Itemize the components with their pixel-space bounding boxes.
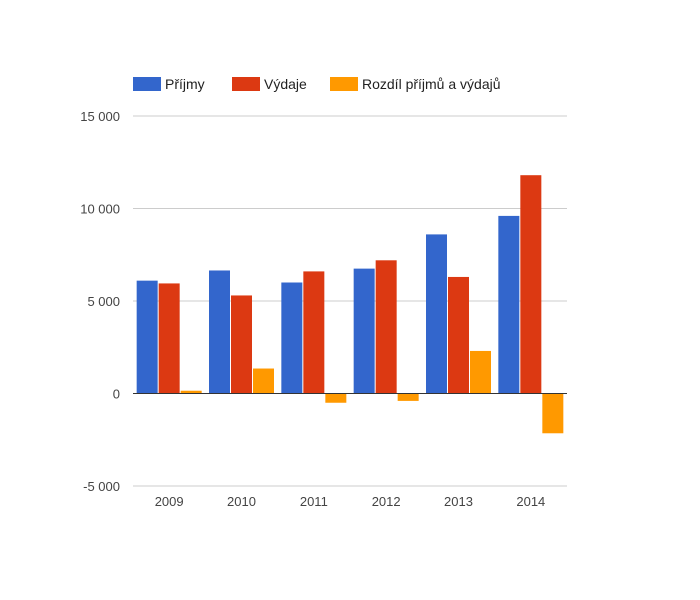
bar-v-daje-2014: [520, 175, 542, 394]
bar-rozd-l-p-jm-a-v-daj--2013: [470, 350, 491, 394]
y-tick-label: 5 000: [87, 294, 120, 309]
legend-label: Příjmy: [165, 76, 205, 92]
x-tick-label: 2011: [300, 494, 328, 509]
legend: Příjmy Výdaje Rozdíl příjmů a výdajů: [133, 76, 501, 92]
x-tick-label: 2009: [155, 494, 184, 509]
bar-v-daje-2012: [375, 260, 397, 394]
bar-p-jmy-2013: [426, 234, 447, 394]
gridlines: [133, 115, 567, 487]
y-tick-label: -5 000: [83, 479, 120, 494]
bar-v-daje-2013: [448, 276, 469, 394]
bar-rozd-l-p-jm-a-v-daj--2010: [253, 368, 274, 394]
legend-swatch: [133, 77, 161, 91]
legend-item: Rozdíl příjmů a výdajů: [330, 76, 501, 92]
legend-label: Rozdíl příjmů a výdajů: [362, 76, 501, 92]
bar-rozd-l-p-jm-a-v-daj--2014: [542, 393, 564, 434]
bar-p-jmy-2009: [136, 280, 158, 394]
legend-item: Výdaje: [232, 76, 307, 92]
bar-p-jmy-2014: [498, 215, 520, 394]
bar-p-jmy-2011: [281, 282, 303, 394]
bar-rozd-l-p-jm-a-v-daj--2011: [325, 393, 347, 403]
y-tick-label: 15 000: [80, 109, 120, 124]
x-tick-label: 2013: [444, 494, 473, 509]
y-tick-label: 0: [113, 387, 120, 402]
y-axis: 15 000 10 000 5 000 0 -5 000: [80, 109, 120, 494]
bar-p-jmy-2010: [209, 270, 230, 394]
bar-v-daje-2009: [158, 283, 180, 394]
x-tick-label: 2012: [372, 494, 401, 509]
x-tick-label: 2014: [516, 494, 545, 509]
bar-v-daje-2010: [231, 295, 252, 394]
bar-rozd-l-p-jm-a-v-daj--2012: [397, 393, 419, 401]
x-tick-label: 2010: [227, 494, 256, 509]
bar-v-daje-2011: [303, 271, 325, 394]
bar-p-jmy-2012: [353, 268, 375, 394]
x-axis: 2009 2010 2011 2012 2013 2014: [155, 494, 546, 509]
legend-item: Příjmy: [133, 76, 205, 92]
y-tick-label: 10 000: [80, 202, 120, 217]
legend-swatch: [330, 77, 358, 91]
bars: [136, 175, 564, 434]
legend-swatch: [232, 77, 260, 91]
bar-rozd-l-p-jm-a-v-daj--2009: [180, 390, 202, 394]
legend-label: Výdaje: [264, 76, 307, 92]
